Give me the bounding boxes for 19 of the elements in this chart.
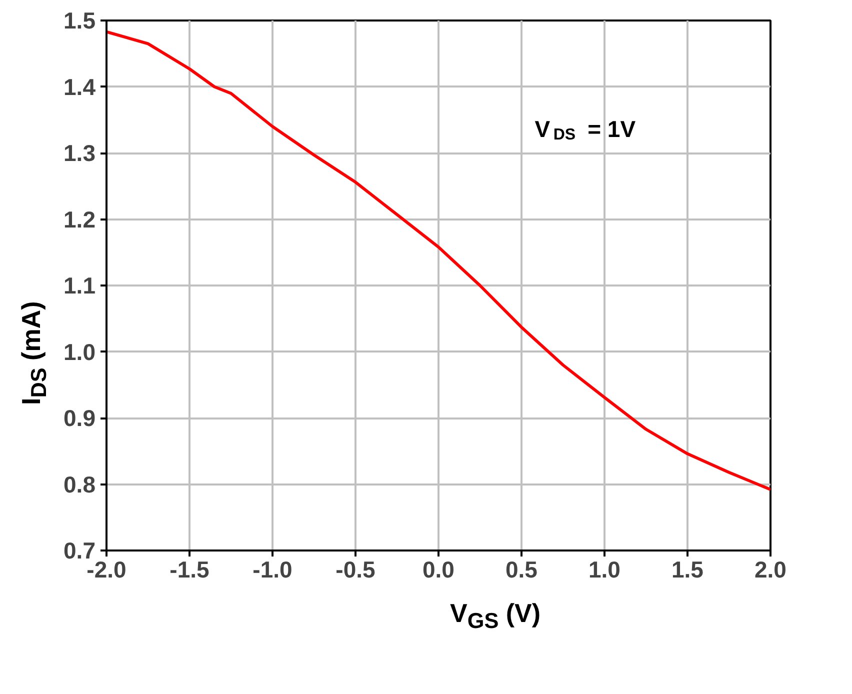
x-tick-label: -1.5 — [170, 556, 210, 582]
y-tick-label: 1.2 — [64, 206, 96, 232]
y-tick-label: 1.5 — [64, 8, 96, 34]
y-tick-label: 1.0 — [64, 338, 96, 365]
x-tick-label: 1.0 — [588, 556, 620, 582]
x-axis-title: V$_{GS}$ (V) — [450, 597, 541, 636]
y-tick-label: 1.1 — [64, 272, 96, 298]
x-tick-label: -1.0 — [252, 556, 292, 582]
x-tick-label: 2.0 — [754, 556, 786, 582]
y-tick-label: 0.7 — [64, 538, 96, 564]
y-tick-label: 1.3 — [64, 140, 96, 166]
y-tick-label: 0.8 — [64, 471, 96, 498]
x-tick-label: 1.5 — [672, 556, 704, 582]
x-tick-label: -0.5 — [336, 556, 376, 582]
y-tick-label: 1.4 — [64, 74, 96, 100]
x-tick-label: 0.0 — [422, 556, 454, 582]
x-tick-label: 0.5 — [506, 556, 538, 582]
y-tick-label: 0.9 — [64, 405, 96, 431]
line-series — [106, 30, 770, 492]
